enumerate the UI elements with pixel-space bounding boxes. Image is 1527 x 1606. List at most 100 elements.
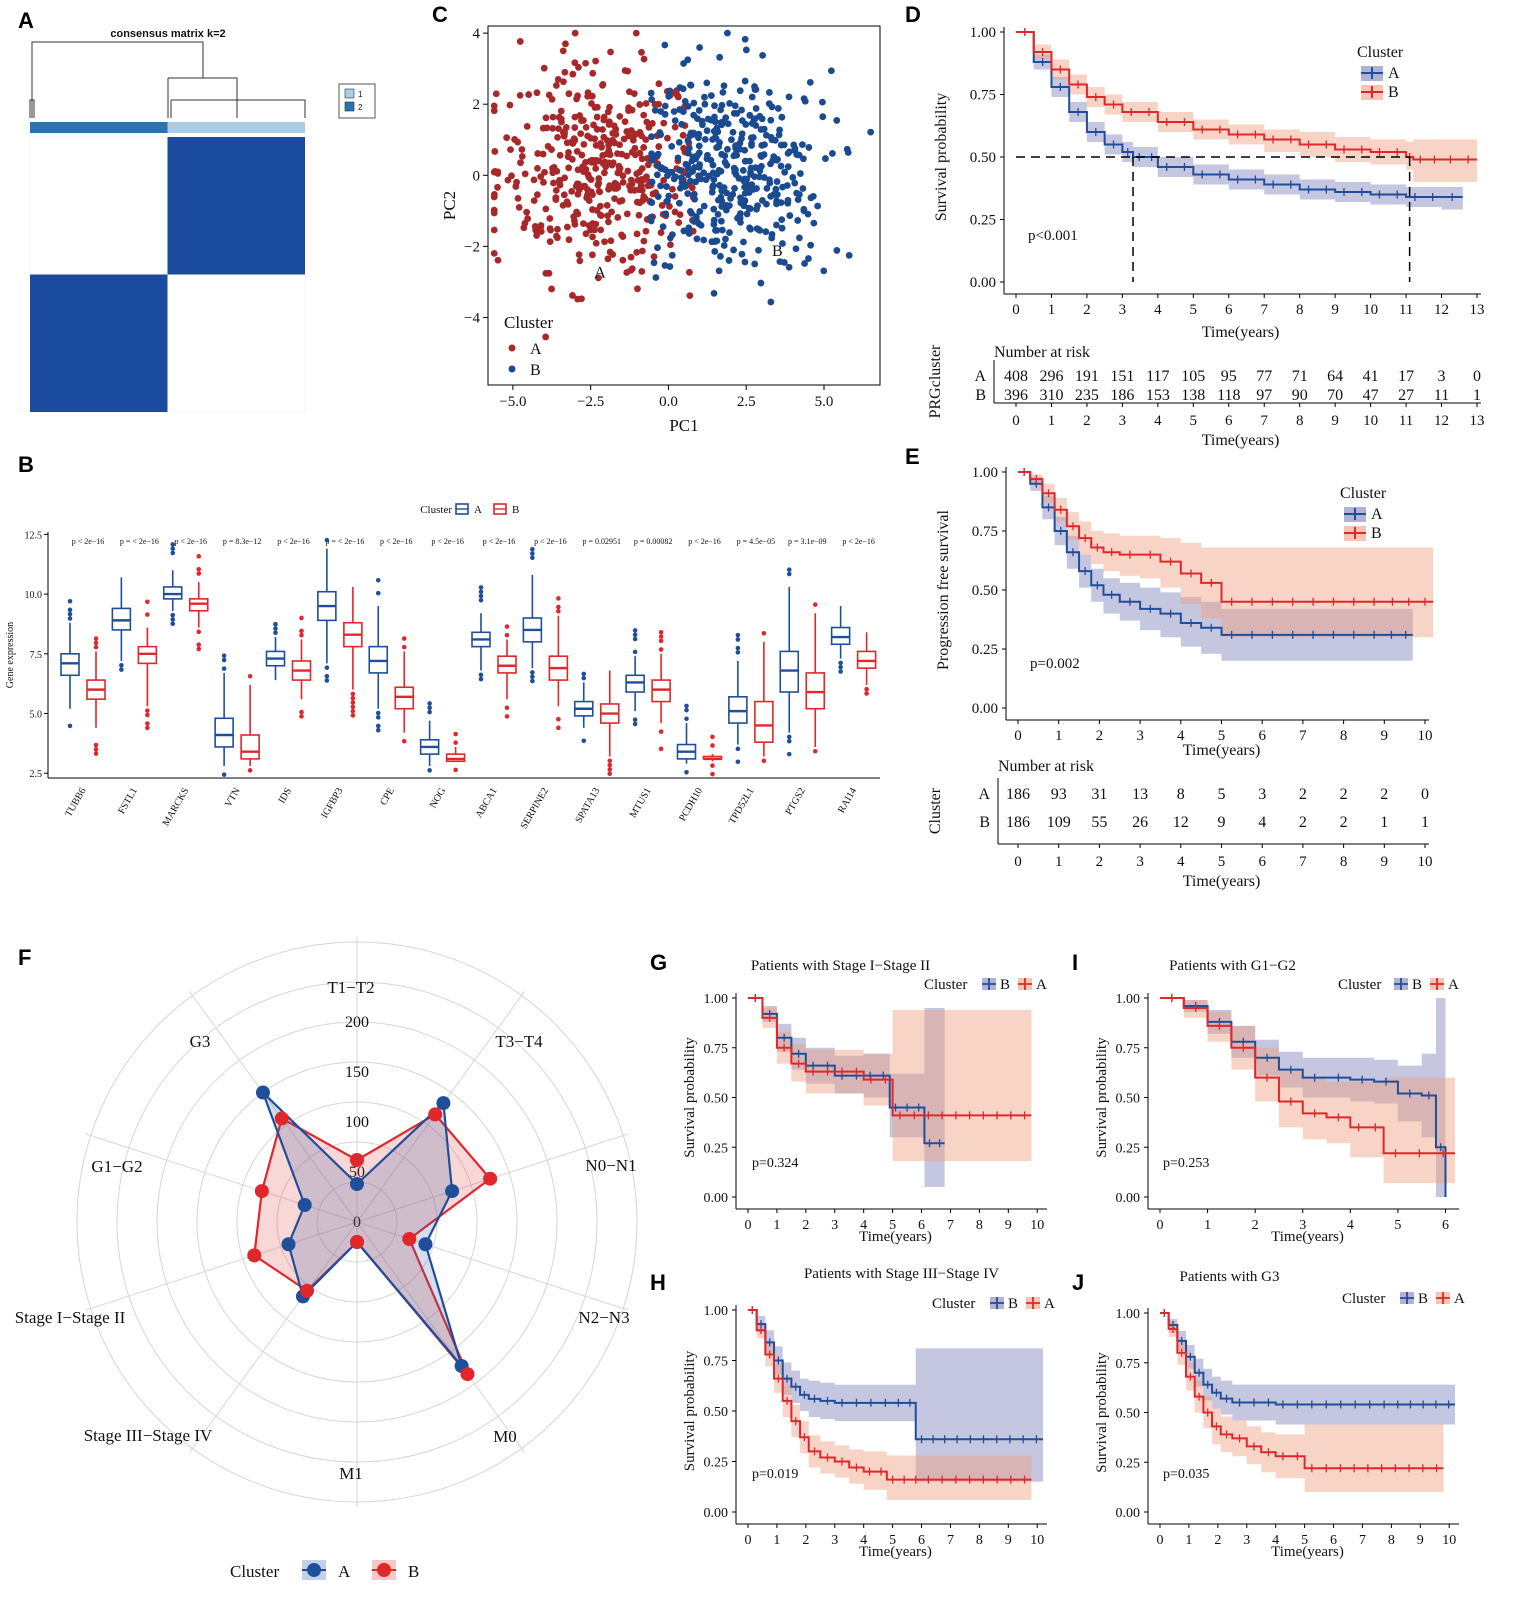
point	[582, 230, 590, 238]
point	[747, 164, 755, 172]
outlier	[67, 611, 73, 617]
risk-x-tick-label: 5	[1218, 854, 1226, 870]
y-tick-label: 0.00	[1116, 1506, 1141, 1521]
box-A	[265, 637, 286, 681]
outlier	[350, 713, 356, 718]
x-tick-label: 5	[1218, 728, 1226, 744]
point	[775, 131, 783, 139]
censor-mark	[810, 1394, 819, 1403]
point	[829, 150, 836, 157]
censor-mark	[1248, 597, 1257, 606]
p-value: p = 3.1e−09	[788, 537, 827, 546]
axis-label: T3−T4	[495, 1032, 543, 1051]
censor-mark	[810, 1447, 819, 1456]
point	[701, 135, 709, 143]
p-value: p < 2e−16	[483, 537, 516, 546]
censor-mark	[1286, 180, 1295, 189]
outlier	[478, 676, 484, 682]
point	[628, 106, 636, 114]
panel-label-B: B	[18, 452, 34, 477]
point	[845, 251, 853, 259]
censor-mark	[1180, 118, 1189, 126]
censor-mark	[992, 1435, 1001, 1444]
point	[540, 178, 547, 186]
point	[575, 63, 582, 71]
censor-mark	[1446, 155, 1455, 164]
risk-value: 1	[1473, 387, 1481, 404]
censor-mark	[979, 1475, 988, 1484]
outlier	[684, 716, 689, 722]
point	[649, 190, 657, 198]
outlier	[556, 716, 561, 722]
legend-label: 1	[358, 90, 363, 99]
gene-label: MARCKS	[161, 786, 192, 828]
point	[730, 246, 737, 254]
y-tick-label: 0.50	[1116, 1407, 1141, 1422]
risk-value: 3	[1258, 786, 1266, 803]
point	[604, 108, 612, 116]
outlier	[658, 746, 664, 752]
box-iqr	[240, 734, 260, 760]
spoke	[85, 1133, 358, 1223]
point	[541, 168, 548, 176]
point	[780, 141, 788, 149]
y-tick-label: 0.25	[972, 642, 998, 658]
point	[718, 101, 726, 109]
point	[798, 141, 806, 148]
risk-value: 97	[1256, 387, 1272, 404]
censor-mark	[757, 1326, 766, 1335]
point	[654, 244, 661, 252]
risk-x-tick-label: 13	[1470, 413, 1485, 429]
point	[659, 223, 667, 231]
outlier	[375, 723, 381, 729]
outlier	[401, 644, 407, 650]
censor-mark	[1264, 1398, 1273, 1407]
point	[534, 150, 542, 157]
outlier	[119, 662, 124, 668]
legend-title: Cluster	[1342, 1291, 1385, 1307]
censor-mark	[1207, 578, 1216, 587]
point	[746, 111, 754, 119]
point	[576, 257, 584, 265]
point	[542, 205, 550, 213]
x-tick-label: 1	[1048, 302, 1056, 318]
point	[634, 176, 642, 184]
x-tick-label: 5	[889, 1533, 896, 1548]
censor-mark	[1269, 135, 1278, 144]
censor-mark	[1068, 522, 1077, 531]
point	[650, 253, 658, 260]
point	[725, 257, 733, 264]
point	[537, 173, 545, 181]
risk-x-tick-label: 0	[1012, 413, 1020, 429]
cluster-bar-2	[30, 122, 168, 133]
point	[565, 164, 573, 172]
point	[723, 29, 731, 37]
outlier	[247, 768, 253, 773]
x-tick-label: 10	[1442, 1533, 1456, 1548]
point	[534, 164, 541, 172]
censor-mark	[1032, 1435, 1041, 1444]
censor-mark	[881, 1398, 890, 1407]
x-tick-label: 4	[860, 1218, 867, 1233]
y-tick-label: 0.00	[1116, 1191, 1141, 1206]
p-value: p = < 2e−16	[325, 537, 364, 546]
point	[616, 112, 624, 120]
outlier	[299, 615, 304, 621]
outlier	[684, 707, 689, 713]
point	[684, 161, 692, 169]
p-value: p < 2e−16	[72, 537, 105, 546]
point	[743, 210, 751, 218]
censor-mark	[866, 1398, 875, 1407]
legend-label: B	[512, 504, 519, 516]
gene-label: IGFBP3	[319, 786, 345, 820]
censor-mark	[1375, 190, 1384, 199]
censor-mark	[1436, 1143, 1445, 1152]
point	[638, 247, 646, 255]
legend-label: A	[530, 341, 542, 358]
outlier	[145, 612, 150, 617]
censor-mark	[1056, 505, 1065, 514]
x-tick-label: 9	[1381, 728, 1389, 744]
outlier	[453, 767, 458, 773]
point	[701, 93, 708, 101]
censor-mark	[748, 1306, 757, 1314]
